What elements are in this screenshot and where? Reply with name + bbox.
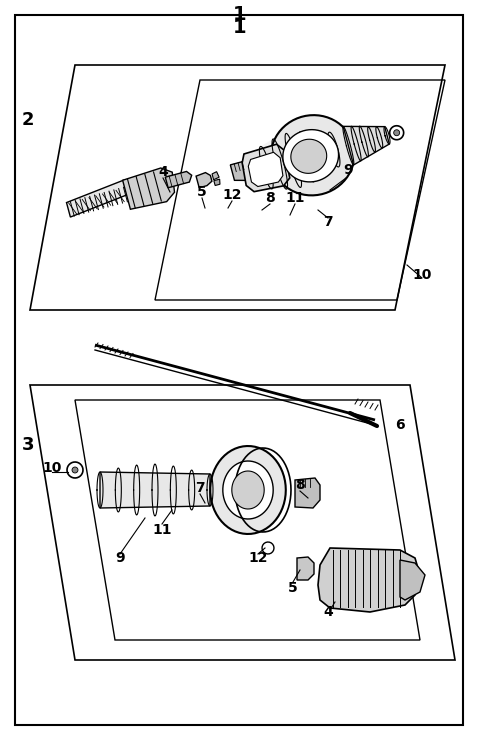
Text: 9: 9	[343, 163, 353, 177]
Polygon shape	[230, 162, 252, 180]
Polygon shape	[394, 130, 400, 136]
Polygon shape	[72, 467, 78, 473]
Polygon shape	[318, 548, 420, 612]
Polygon shape	[210, 446, 286, 534]
Polygon shape	[271, 115, 355, 196]
Polygon shape	[261, 131, 338, 189]
Polygon shape	[297, 557, 314, 580]
Polygon shape	[283, 130, 338, 182]
Text: 1: 1	[233, 18, 247, 37]
Text: 9: 9	[115, 551, 125, 565]
Polygon shape	[223, 461, 273, 519]
Text: 2: 2	[22, 111, 34, 129]
Text: 11: 11	[152, 523, 172, 537]
Polygon shape	[100, 472, 210, 508]
Polygon shape	[343, 127, 390, 165]
Text: 3: 3	[22, 436, 34, 454]
Text: 8: 8	[265, 191, 275, 205]
Text: 5: 5	[197, 185, 207, 199]
Polygon shape	[248, 152, 283, 187]
Text: 7: 7	[323, 215, 333, 229]
Polygon shape	[123, 168, 174, 209]
Text: 7: 7	[195, 481, 205, 495]
Polygon shape	[212, 172, 219, 180]
Polygon shape	[400, 560, 425, 600]
Text: 10: 10	[413, 268, 432, 282]
Polygon shape	[232, 471, 264, 509]
Polygon shape	[291, 139, 326, 173]
Polygon shape	[295, 478, 320, 508]
Text: 8: 8	[295, 478, 305, 492]
Text: 6: 6	[395, 418, 405, 432]
Polygon shape	[196, 173, 212, 187]
Polygon shape	[214, 179, 220, 185]
Text: 11: 11	[285, 191, 305, 205]
Polygon shape	[165, 171, 192, 187]
Text: 5: 5	[288, 581, 298, 595]
Text: 12: 12	[248, 551, 268, 565]
Text: 1: 1	[233, 5, 247, 24]
Text: 4: 4	[323, 605, 333, 619]
Polygon shape	[242, 144, 290, 192]
Text: 10: 10	[43, 461, 62, 475]
Text: 4: 4	[158, 165, 168, 179]
Text: 12: 12	[222, 188, 242, 202]
Polygon shape	[66, 180, 136, 217]
